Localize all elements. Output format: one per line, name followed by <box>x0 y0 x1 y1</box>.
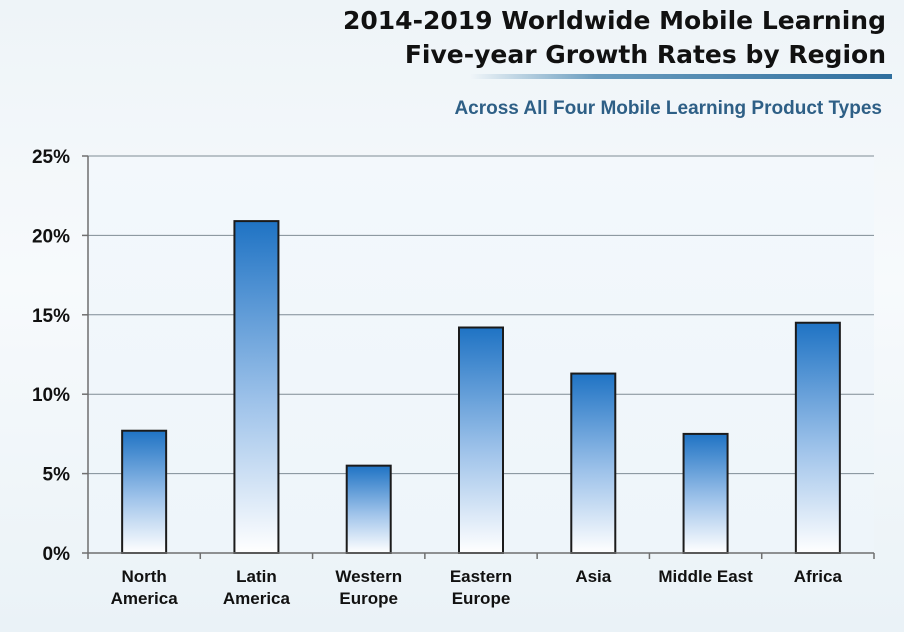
x-tick-label-line: Asia <box>575 567 611 586</box>
y-tick-label: 5% <box>43 465 71 486</box>
x-tick-label-line: Latin <box>236 567 277 586</box>
y-tick-label: 15% <box>32 306 70 327</box>
x-tick-label: Eastern Europe <box>450 567 512 608</box>
x-tick-label: Asia <box>575 567 611 586</box>
chart-subtitle: Across All Four Mobile Learning Product … <box>454 98 882 119</box>
x-tick-label: Western Europe <box>335 567 402 608</box>
x-tick-label: Africa <box>794 567 843 586</box>
chart-title-line-2: Five-year Growth Rates by Region <box>404 40 886 69</box>
x-tick-label-line: Eastern <box>450 567 512 586</box>
chart-title-line-1: 2014-2019 Worldwide Mobile Learning <box>342 6 886 35</box>
x-tick-label-line: America <box>111 589 179 608</box>
bar <box>345 464 392 554</box>
title-underline-rule <box>470 74 892 79</box>
bar <box>682 432 729 554</box>
x-tick-label: Latin America <box>223 567 291 608</box>
x-tick-label-line: Western <box>335 567 402 586</box>
x-tick-label-line: Europe <box>452 589 511 608</box>
y-tick-label: 10% <box>32 385 70 406</box>
bar <box>233 220 280 554</box>
x-tick-label: Middle East <box>658 567 753 586</box>
bar <box>570 372 617 554</box>
bar <box>794 321 841 554</box>
y-axis-tick-labels: 0% 5% 10% 15% 20% 25% <box>32 147 70 565</box>
bars <box>121 220 841 554</box>
axes <box>82 155 875 559</box>
bar <box>458 326 504 554</box>
x-tick-label-line: Africa <box>794 567 843 586</box>
bar <box>121 429 168 554</box>
y-tick-label: 0% <box>43 544 71 565</box>
x-tick-label-line: Europe <box>339 589 398 608</box>
x-tick-label-line: America <box>223 589 291 608</box>
y-tick-label: 25% <box>32 147 70 168</box>
x-tick-label-line: Middle East <box>658 567 753 586</box>
x-tick-label-line: North <box>121 567 166 586</box>
y-tick-label: 20% <box>32 226 70 247</box>
x-tick-label: North America <box>111 567 179 608</box>
